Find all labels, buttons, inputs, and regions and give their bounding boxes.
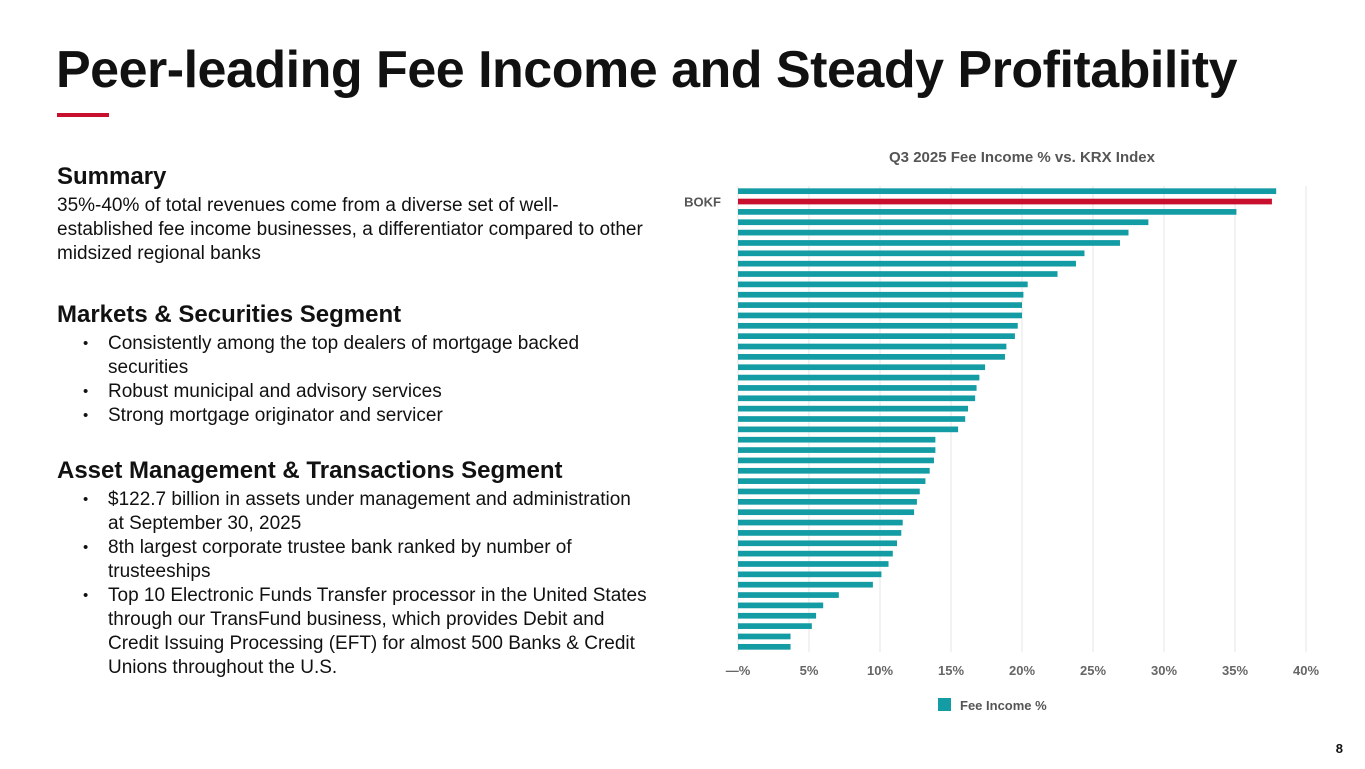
markets-bullet: • Consistently among the top dealers of m… bbox=[83, 333, 580, 378]
bullet-icon: • bbox=[83, 407, 89, 424]
asset-bullet: • Top 10 Electronic Funds Transfer proces… bbox=[83, 585, 647, 678]
asset-bullet-list: • $122.7 billion in assets under manageme… bbox=[57, 488, 647, 680]
bar bbox=[738, 312, 1022, 319]
bar bbox=[738, 540, 898, 547]
bar bbox=[738, 581, 873, 588]
bar bbox=[738, 457, 934, 464]
bar bbox=[738, 478, 926, 484]
bar bbox=[738, 623, 812, 629]
bar bbox=[738, 561, 889, 567]
bar bbox=[738, 405, 969, 412]
bar bbox=[738, 364, 986, 371]
legend-label: Fee Income % bbox=[960, 698, 1047, 713]
markets-bullet-list: • Consistently among the top dealers of m… bbox=[57, 332, 647, 428]
bar bbox=[738, 498, 917, 505]
x-tick-label: 10% bbox=[867, 663, 893, 678]
x-tick-label: 15% bbox=[938, 663, 964, 678]
summary-heading: Summary bbox=[57, 163, 167, 190]
markets-bullet: • Strong mortgage originator and servicer bbox=[83, 405, 443, 426]
summary-text: 35%-40% of total revenues come from a di… bbox=[57, 195, 643, 264]
bar bbox=[738, 509, 915, 516]
bar bbox=[738, 322, 1018, 329]
bar bbox=[738, 426, 959, 433]
fee-income-chart: Q3 2025 Fee Income % vs. KRX Index —% 5% 10… bbox=[660, 140, 1350, 730]
bar bbox=[738, 612, 817, 619]
x-tick-label: 25% bbox=[1080, 663, 1106, 678]
bar bbox=[738, 229, 1129, 236]
asset-bullet: • 8th largest corporate trustee bank rank… bbox=[83, 537, 572, 582]
bar bbox=[738, 467, 930, 474]
x-tick-label: 5% bbox=[800, 663, 819, 678]
markets-bullet: • Robust municipal and advisory services bbox=[83, 381, 442, 402]
x-tick-label: —% bbox=[726, 663, 751, 678]
bar bbox=[738, 271, 1058, 277]
x-tick-label: 40% bbox=[1293, 663, 1319, 678]
bar bbox=[738, 343, 1007, 350]
bar bbox=[738, 436, 936, 443]
bar-bokf bbox=[738, 198, 1272, 205]
bar bbox=[738, 550, 893, 557]
page-title: Peer-leading Fee Income and Steady Profi… bbox=[56, 41, 1238, 99]
title-accent-rule bbox=[57, 113, 109, 117]
bar bbox=[738, 571, 882, 578]
bullet-icon: • bbox=[83, 587, 89, 604]
left-text-column: Summary 35%-40% of total revenues come f… bbox=[57, 162, 647, 680]
bar bbox=[738, 530, 902, 536]
bar bbox=[738, 260, 1076, 267]
bar bbox=[738, 385, 977, 391]
bar bbox=[738, 209, 1237, 215]
bar bbox=[738, 240, 1120, 246]
x-tick-label: 35% bbox=[1222, 663, 1248, 678]
bar bbox=[738, 250, 1085, 257]
bar bbox=[738, 643, 791, 650]
bar bbox=[738, 602, 824, 609]
x-tick-label: 20% bbox=[1009, 663, 1035, 678]
bar bbox=[738, 592, 839, 598]
bar bbox=[738, 188, 1277, 195]
bar bbox=[738, 416, 966, 422]
bar bbox=[738, 374, 980, 381]
x-tick-label: 30% bbox=[1151, 663, 1177, 678]
page-number: 8 bbox=[1335, 741, 1343, 756]
bar bbox=[738, 488, 920, 495]
asset-bullet: • $122.7 billion in assets under manageme… bbox=[83, 489, 631, 534]
bar bbox=[738, 519, 903, 526]
bullet-icon: • bbox=[83, 491, 89, 508]
markets-heading: Markets & Securities Segment bbox=[57, 301, 402, 328]
bar bbox=[738, 633, 791, 640]
highlight-label: BOKF bbox=[684, 195, 721, 210]
bar bbox=[738, 354, 1005, 360]
bar bbox=[738, 447, 936, 453]
bar bbox=[738, 291, 1024, 298]
bullet-icon: • bbox=[83, 539, 89, 556]
bar bbox=[738, 302, 1022, 308]
bar bbox=[738, 281, 1028, 288]
bar bbox=[738, 219, 1149, 226]
bullet-icon: • bbox=[83, 335, 89, 352]
bar bbox=[738, 395, 976, 402]
chart-title: Q3 2025 Fee Income % vs. KRX Index bbox=[889, 149, 1156, 166]
bullet-icon: • bbox=[83, 383, 89, 400]
fee-income-chart-svg: Q3 2025 Fee Income % vs. KRX Index —% 5% 10… bbox=[684, 149, 1319, 713]
bar bbox=[738, 333, 1015, 340]
asset-heading: Asset Management & Transactions Segment bbox=[57, 457, 563, 484]
legend-swatch bbox=[938, 698, 951, 711]
